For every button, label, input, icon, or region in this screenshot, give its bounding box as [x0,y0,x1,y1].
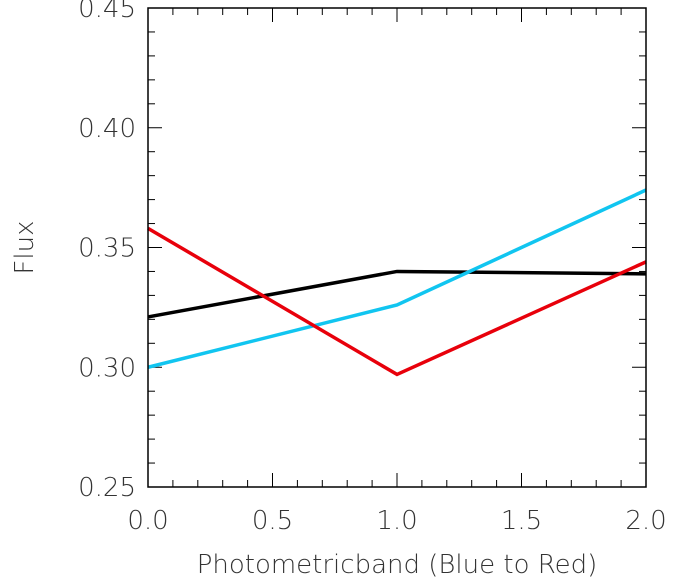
x-tick-label: 0.5 [252,506,293,536]
plot-frame [147,7,647,488]
y-tick-label: 0.45 [78,0,136,24]
y-tick-label: 0.40 [78,114,136,144]
series-line-2 [147,188,647,369]
series-line-3 [147,226,647,377]
y-tick-label: 0.30 [78,353,136,383]
series-line-1 [147,269,647,319]
y-axis-label: Flux [10,220,40,274]
x-axis-ticks: 0.0 0.5 1.0 1.5 2.0 [127,8,667,536]
series-lines [147,188,647,377]
y-tick-label: 0.25 [78,473,136,503]
x-tick-label: 0.0 [127,506,168,536]
x-tick-label: 1.0 [376,506,417,536]
x-axis-label: Photometricband (Blue to Red) [197,550,598,580]
x-tick-label: 1.5 [501,506,542,536]
y-tick-label: 0.35 [78,234,136,264]
y-axis-ticks: 0.25 0.30 0.35 0.40 0.45 [78,0,646,503]
x-tick-label: 2.0 [625,506,666,536]
